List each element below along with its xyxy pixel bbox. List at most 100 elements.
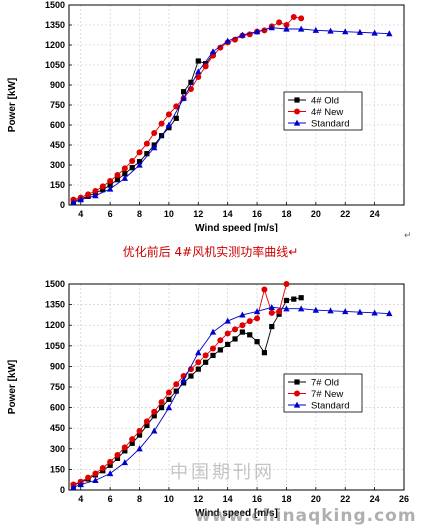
data-point-standard (136, 445, 143, 452)
y-tick-label: 300 (50, 160, 65, 170)
data-point-7-new (209, 345, 216, 352)
data-point-standard (77, 196, 84, 203)
data-point-7-new (165, 389, 172, 396)
data-point-4-new (217, 44, 224, 51)
data-point-7-new (129, 436, 136, 443)
legend-label: Standard (311, 401, 350, 412)
data-point-standard (312, 306, 320, 313)
data-point-standard (151, 427, 158, 434)
power-curve-chart-bottom: 4 6 8 10 12 14 16 18 20 22 24 26 0 150 300 450 600 750 900… (7, 279, 409, 519)
data-point-4-new (202, 63, 209, 70)
y-tick-label: 1050 (45, 60, 65, 70)
data-point-7-new (224, 330, 231, 337)
watermark-url: www.chinaqking.com (195, 506, 417, 526)
series-4-old (70, 51, 216, 204)
data-point-7-old (181, 380, 187, 386)
series-line-7-new (73, 283, 287, 485)
data-point-standard (180, 376, 187, 383)
data-point-4-old (181, 89, 187, 95)
data-point-7-old (122, 448, 128, 454)
legend-marker (294, 379, 300, 385)
x-tick-label: 22 (340, 494, 350, 504)
y-tick-label: 300 (50, 444, 65, 454)
series-standard (70, 303, 393, 490)
data-point-7-new (217, 337, 224, 344)
y-tick-label: 900 (50, 80, 65, 90)
data-point-4-new (114, 172, 121, 178)
x-tick-label: 8 (137, 494, 142, 504)
data-point-7-new (202, 352, 209, 359)
data-point-standard (342, 308, 349, 315)
data-point-7-old (261, 350, 268, 356)
data-point-7-old (225, 341, 231, 348)
data-point-4-new (92, 188, 99, 194)
data-point-4-new (151, 130, 158, 136)
y-tick-label: 1500 (45, 0, 65, 10)
x-tick-label: 12 (193, 209, 203, 219)
y-tick-label: 150 (50, 180, 65, 190)
x-tick-label: 14 (223, 209, 233, 219)
y-tick-label: 1050 (45, 341, 65, 351)
data-point-7-old (247, 332, 253, 338)
data-point-7-old (158, 405, 165, 411)
data-point-standard (77, 481, 84, 488)
x-tick-label: 6 (108, 209, 113, 219)
data-point-standard (224, 37, 231, 44)
data-point-7-new (173, 381, 180, 388)
data-point-7-new (114, 451, 121, 458)
data-point-4-new (276, 19, 283, 26)
data-point-standard (195, 68, 202, 75)
y-tick-label: 0 (60, 200, 65, 210)
data-point-standard (70, 198, 77, 205)
data-point-7-old (217, 347, 223, 353)
data-point-7-new (268, 309, 275, 316)
y-tick-label: 1350 (45, 20, 65, 30)
y-tick-label: 150 (50, 464, 65, 474)
x-tick-label: 4 (78, 494, 83, 504)
data-point-7-old (129, 440, 135, 446)
watermark-chinese: 中国期刊网 (170, 462, 275, 483)
legend-label: Standard (311, 119, 350, 130)
data-point-standard (151, 144, 158, 151)
data-point-standard (70, 483, 77, 490)
data-point-standard (356, 308, 364, 315)
y-tick-label: 600 (50, 403, 65, 413)
data-point-4-new (195, 74, 202, 80)
data-point-7-new (276, 308, 283, 315)
data-point-4-new (143, 140, 150, 147)
data-point-7-old (298, 295, 304, 301)
plot-frame (68, 4, 405, 206)
data-point-standard (136, 161, 143, 168)
data-point-7-new (246, 318, 253, 325)
data-point-standard (106, 185, 114, 192)
x-tick-label: 10 (164, 494, 174, 504)
data-point-4-old (129, 165, 135, 171)
data-point-7-old (144, 422, 150, 429)
data-point-standard (327, 27, 334, 34)
data-point-7-new (143, 418, 150, 425)
data-point-4-new (165, 111, 172, 118)
x-tick-label: 20 (311, 209, 321, 219)
series-line-4-new (73, 16, 302, 201)
data-point-7-old (283, 297, 290, 304)
y-tick-label: 450 (50, 140, 65, 150)
y-tick-label: 0 (60, 485, 65, 495)
data-point-4-old (107, 182, 113, 188)
series-line-4-old (73, 54, 214, 202)
data-point-7-new (136, 427, 143, 434)
data-point-4-new (107, 178, 114, 184)
data-point-standard (121, 174, 129, 181)
power-curve-chart-top: 4 6 8 10 12 14 16 18 20 22 24 0 150 300 450 600 750 900 10… (7, 0, 405, 232)
data-point-standard (180, 94, 187, 101)
data-point-standard (106, 470, 114, 477)
data-point-4-old (173, 115, 179, 121)
series-standard (70, 24, 393, 205)
y-tick-label: 600 (50, 120, 65, 130)
data-point-7-old (232, 336, 238, 342)
data-point-7-old (269, 323, 275, 330)
data-point-4-new (121, 165, 128, 172)
data-point-4-old (114, 177, 121, 183)
data-point-standard (371, 29, 378, 36)
data-point-standard (386, 30, 393, 37)
